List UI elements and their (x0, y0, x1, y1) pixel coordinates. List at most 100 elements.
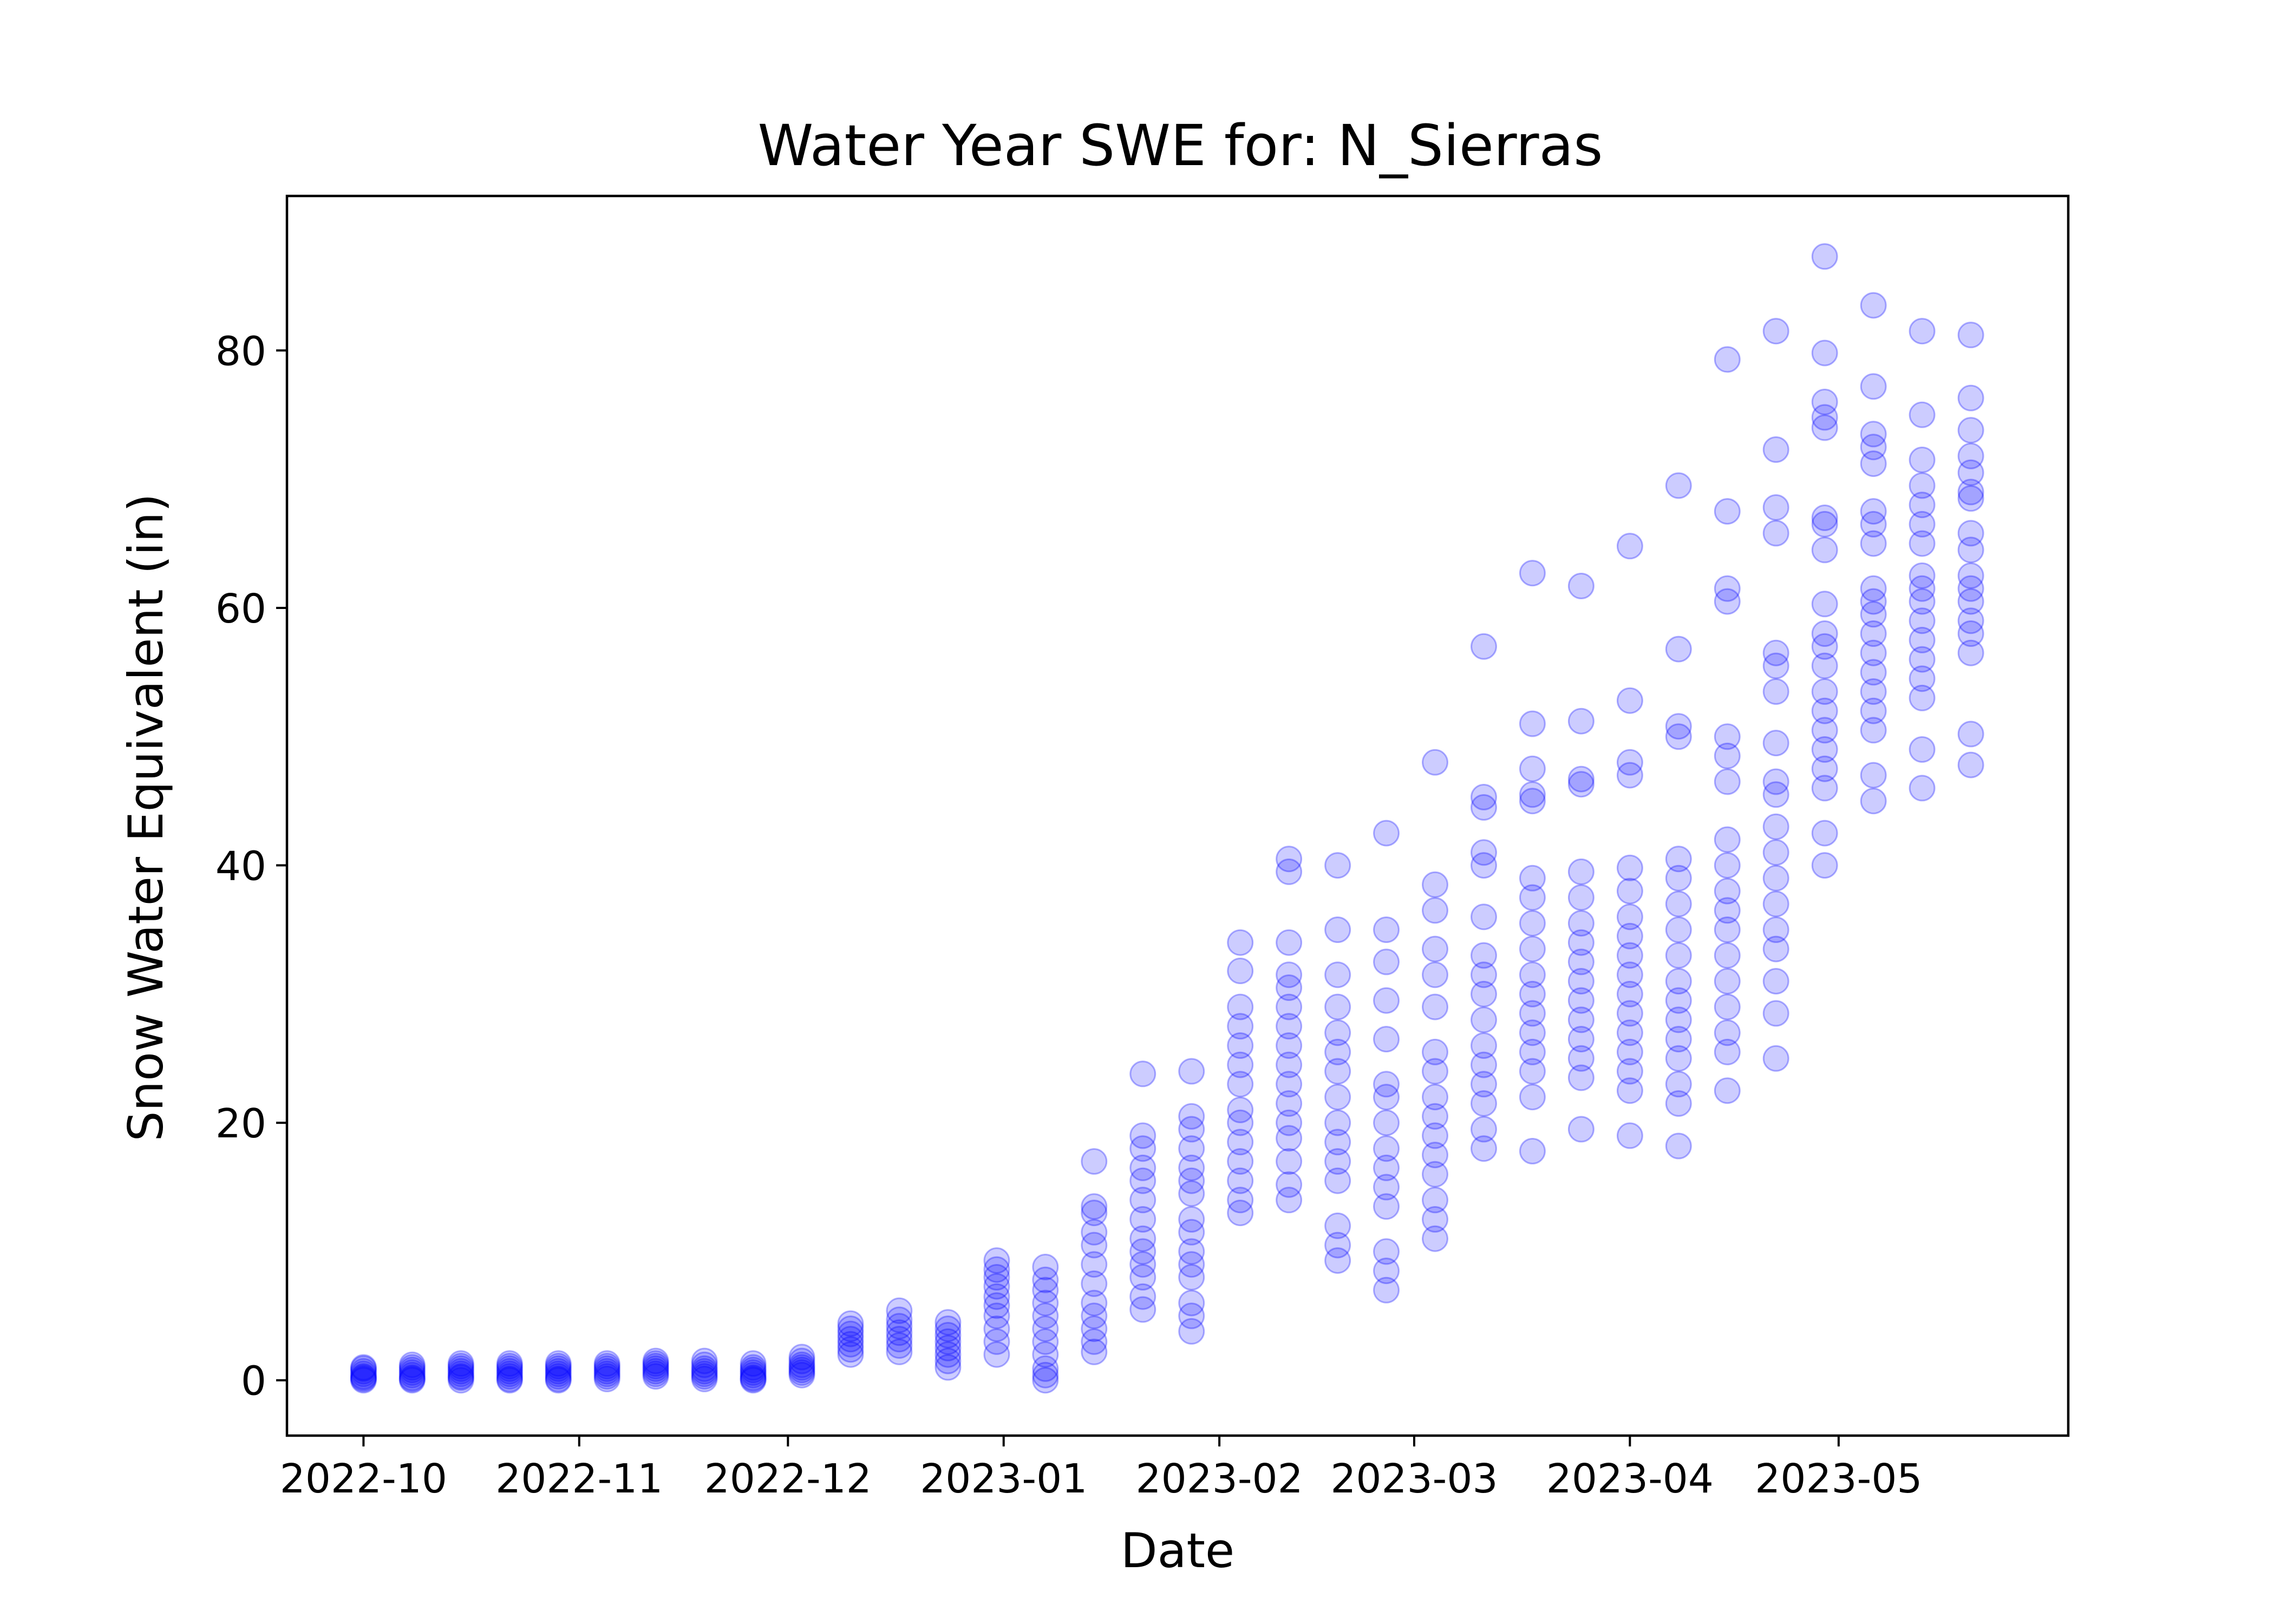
data-point (1471, 1090, 1497, 1117)
data-point (1957, 485, 1984, 512)
data-point (1616, 533, 1643, 560)
data-point (788, 1344, 815, 1371)
data-point (1714, 826, 1741, 853)
data-point (350, 1365, 377, 1392)
data-point (1373, 1258, 1400, 1285)
data-point (1714, 723, 1741, 750)
data-point (983, 1273, 1010, 1300)
data-point (1129, 1187, 1156, 1214)
data-point (983, 1328, 1010, 1355)
data-point (1519, 788, 1546, 815)
data-point (1324, 1232, 1351, 1259)
data-point (350, 1354, 377, 1381)
data-point (350, 1355, 377, 1382)
data-point (1032, 1289, 1059, 1317)
data-point (1762, 639, 1789, 666)
data-point (1714, 768, 1741, 795)
data-point (1811, 755, 1838, 782)
data-point (1471, 1032, 1497, 1059)
data-point (1909, 510, 1936, 538)
data-point (788, 1347, 815, 1374)
data-point (1081, 1193, 1108, 1220)
data-point (447, 1360, 474, 1387)
data-point (398, 1351, 426, 1378)
data-point (1129, 1251, 1156, 1278)
data-point (1811, 591, 1838, 618)
data-point (788, 1359, 815, 1386)
data-point (1324, 1019, 1351, 1046)
data-point (1129, 1238, 1156, 1265)
data-point (642, 1355, 669, 1382)
data-point (1178, 1135, 1205, 1162)
data-point (1567, 910, 1595, 937)
data-point (1032, 1266, 1059, 1293)
data-point (1227, 1109, 1254, 1136)
data-point (1665, 1071, 1692, 1098)
data-point (642, 1347, 669, 1374)
data-point (1081, 1302, 1108, 1330)
data-point (1178, 1289, 1205, 1317)
data-point (1909, 736, 1936, 763)
data-point (447, 1358, 474, 1385)
data-point (1032, 1276, 1059, 1304)
data-point (593, 1365, 620, 1392)
data-point (1276, 1032, 1303, 1059)
data-point (1665, 942, 1692, 969)
data-point (1373, 1238, 1400, 1265)
data-point (740, 1354, 767, 1381)
data-point (1957, 459, 1984, 486)
data-point (1178, 1302, 1205, 1330)
data-point (1567, 708, 1595, 735)
data-point (1762, 935, 1789, 962)
data-point (1422, 1122, 1448, 1149)
data-point (1471, 794, 1497, 821)
data-point (1129, 1296, 1156, 1323)
x-tick-label: 2023-05 (1755, 1456, 1922, 1502)
data-point (1567, 987, 1595, 1014)
data-point (1665, 472, 1692, 499)
data-point (983, 1315, 1010, 1343)
data-point (1665, 1132, 1692, 1160)
data-point (1471, 980, 1497, 1007)
data-point (593, 1350, 620, 1377)
data-point (1811, 852, 1838, 879)
data-point (886, 1338, 913, 1365)
data-point (1129, 1154, 1156, 1181)
data-point (983, 1292, 1010, 1319)
data-point (496, 1355, 523, 1382)
data-point (1567, 765, 1595, 793)
data-point (1276, 961, 1303, 988)
data-point (1762, 1045, 1789, 1072)
data-point (1762, 781, 1789, 808)
data-point (1665, 1006, 1692, 1033)
data-point (398, 1367, 426, 1394)
data-point (1373, 1154, 1400, 1181)
data-point (1178, 1058, 1205, 1085)
data-point (1373, 820, 1400, 847)
data-point (1129, 1060, 1156, 1088)
data-point (1957, 620, 1984, 647)
data-point (1860, 450, 1887, 477)
data-point (1471, 903, 1497, 931)
data-point (1324, 1148, 1351, 1175)
data-point (1811, 339, 1838, 366)
data-point (496, 1363, 523, 1390)
data-point (1860, 421, 1887, 448)
data-point (447, 1355, 474, 1382)
data-point (691, 1358, 718, 1385)
y-tick-label: 60 (215, 586, 266, 632)
data-point (1957, 479, 1984, 506)
data-point (935, 1341, 962, 1368)
data-point (983, 1264, 1010, 1291)
data-point (545, 1355, 572, 1382)
data-point (1811, 505, 1838, 531)
data-point (1567, 948, 1595, 975)
data-point (1957, 417, 1984, 444)
data-point (1276, 1013, 1303, 1040)
data-point (740, 1361, 767, 1389)
data-point (1276, 1090, 1303, 1117)
data-point (1032, 1315, 1059, 1343)
data-point (350, 1358, 377, 1385)
data-point (740, 1367, 767, 1394)
